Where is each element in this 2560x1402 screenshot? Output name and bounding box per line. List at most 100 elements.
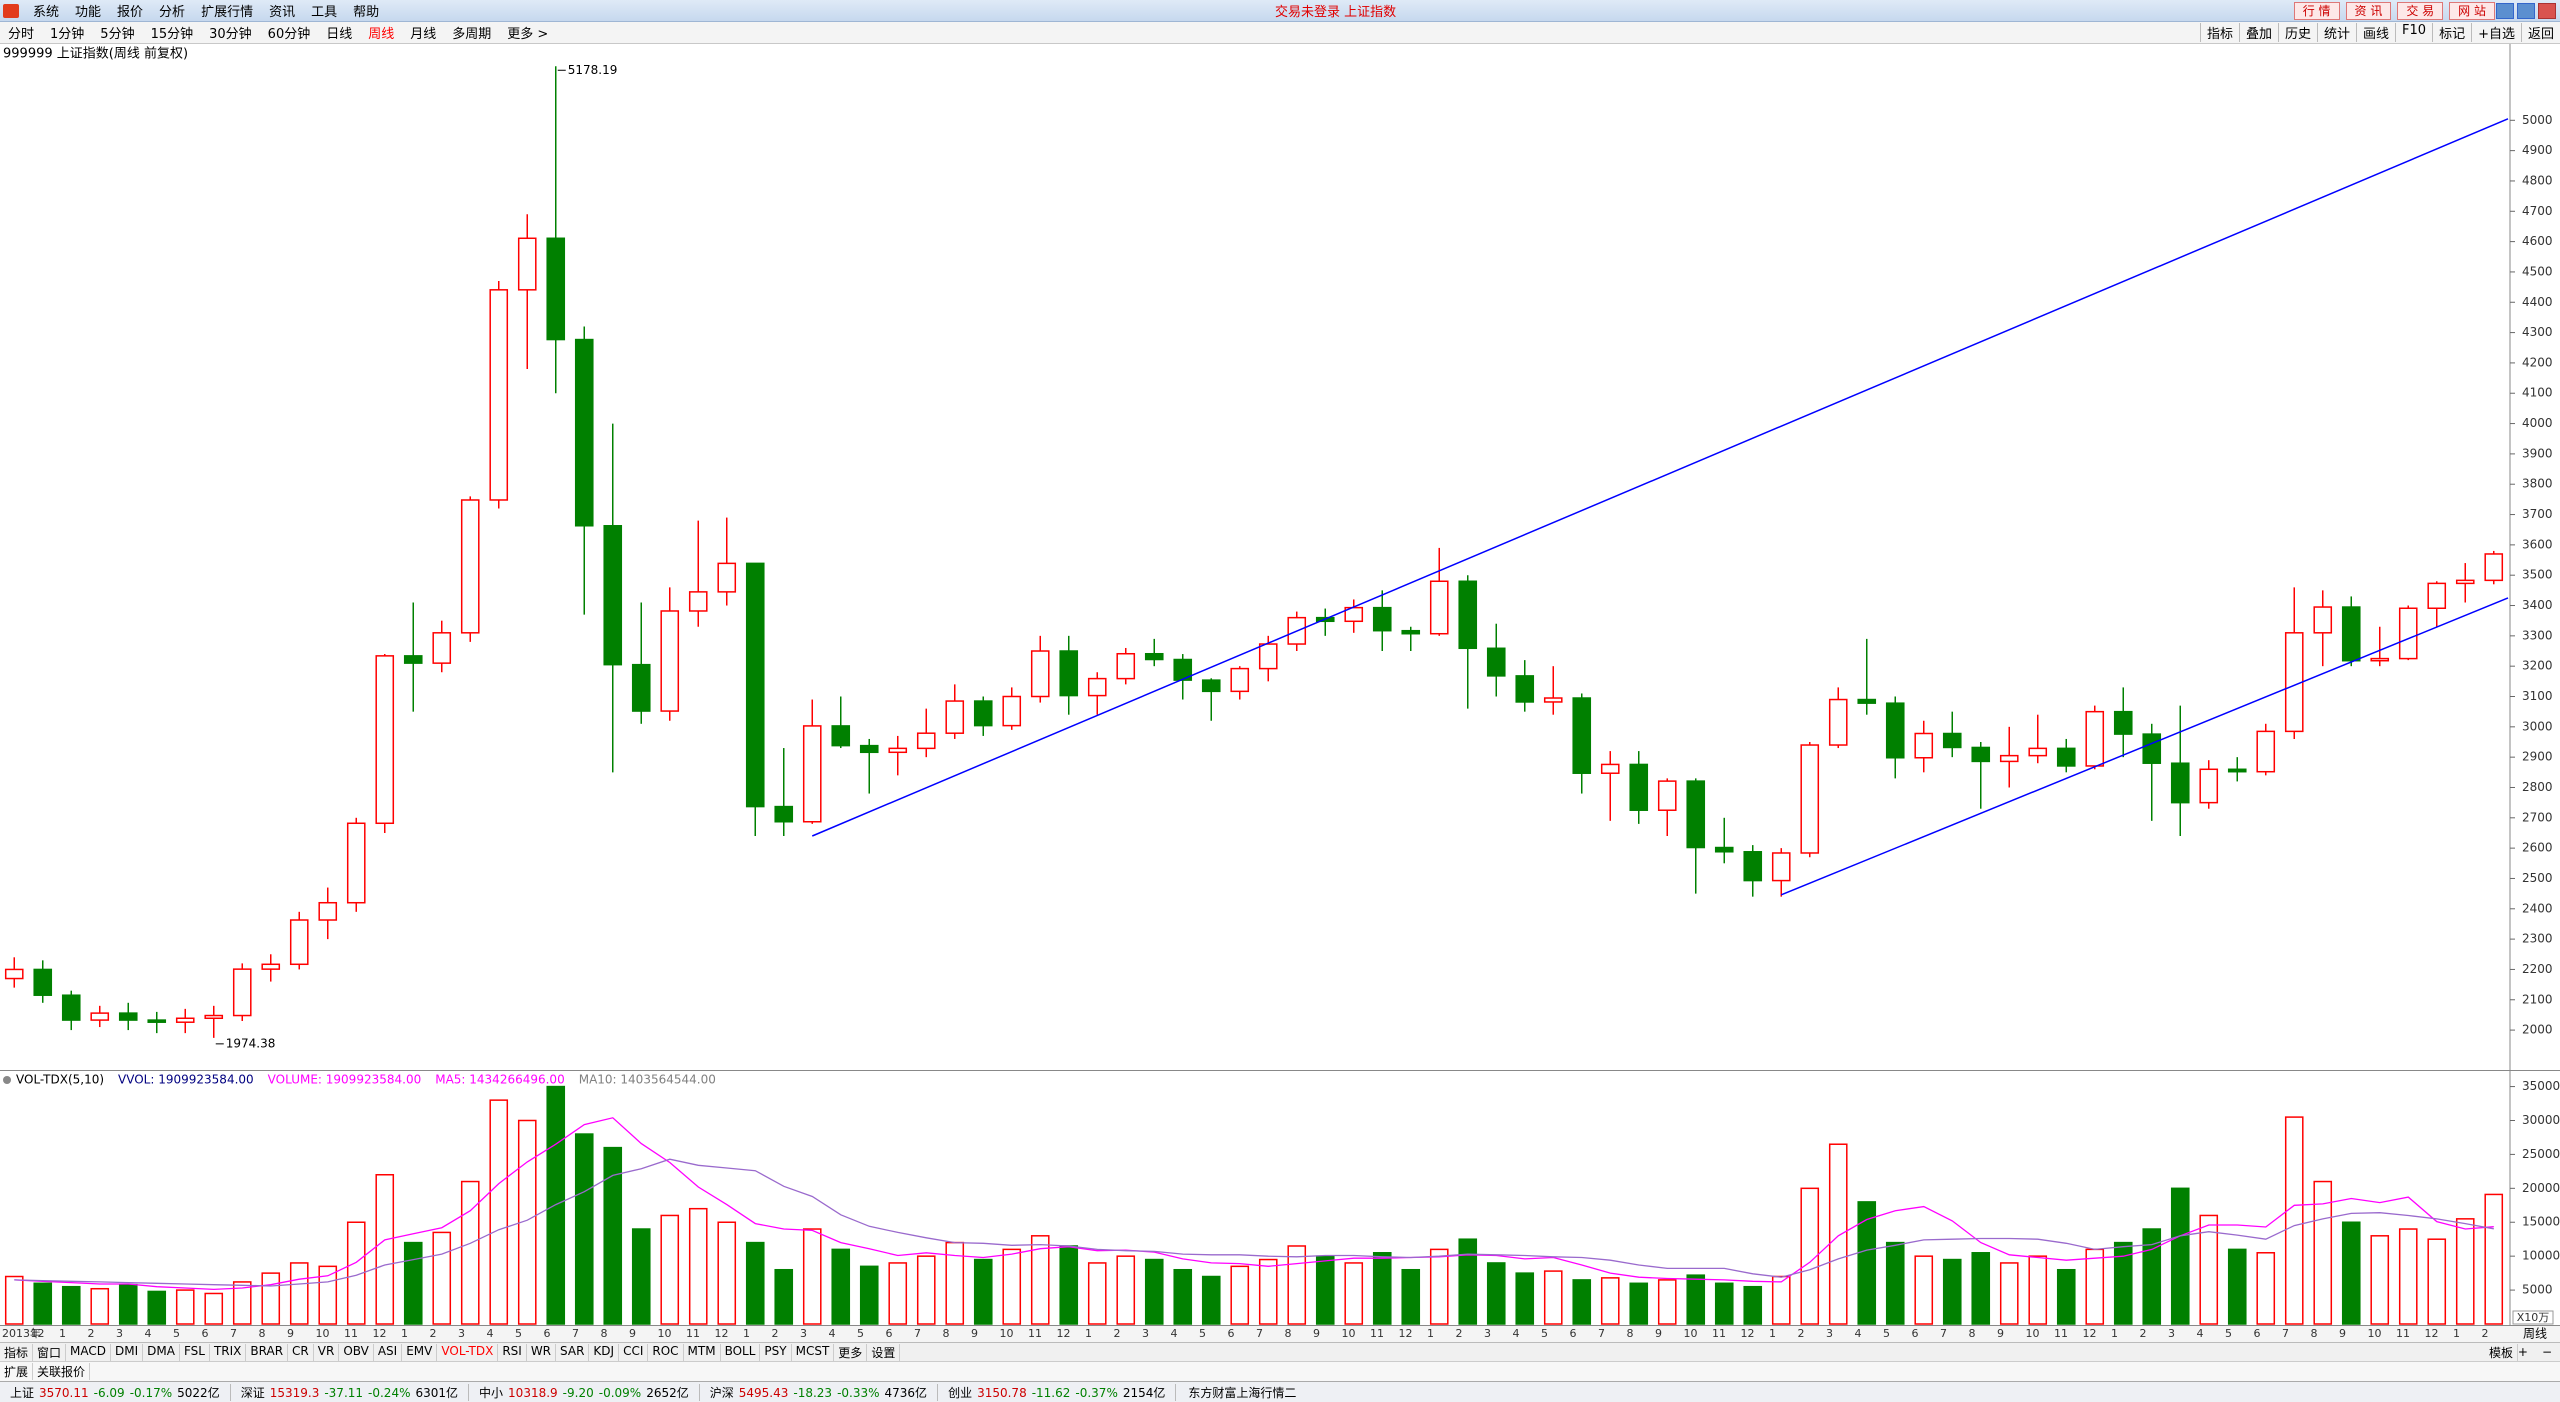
indicator-tab[interactable]: 窗口: [33, 1343, 67, 1361]
menu-item[interactable]: 功能: [75, 5, 102, 20]
menu-item[interactable]: 资讯: [269, 5, 296, 20]
indicator-tab[interactable]: EMV: [402, 1343, 438, 1361]
zoom-out[interactable]: −: [2541, 1345, 2552, 1359]
candle-body: [1515, 675, 1535, 703]
period-tab[interactable]: 更多 >: [507, 27, 549, 42]
unit-label: X10万: [2517, 1311, 2550, 1324]
indicator-tab[interactable]: CR: [288, 1343, 314, 1361]
period-tab[interactable]: 15分钟: [150, 27, 194, 42]
indicator-tab[interactable]: 设置: [867, 1343, 901, 1361]
period-tab[interactable]: 多周期: [452, 27, 492, 42]
candle-body: [945, 700, 965, 734]
menu-item[interactable]: 扩展行情: [201, 5, 254, 20]
candle-body: [2398, 607, 2418, 660]
zoom-in[interactable]: +: [2517, 1345, 2528, 1359]
indicator-tab[interactable]: CCI: [619, 1343, 649, 1361]
tool-button[interactable]: F10: [2395, 23, 2432, 42]
volume-bar: [717, 1221, 737, 1325]
volume-bar: [774, 1268, 794, 1325]
template-button[interactable]: 模板: [2485, 1343, 2518, 1361]
x-tick-label: 10: [1684, 1327, 1698, 1340]
period-tab[interactable]: 周线: [368, 27, 395, 42]
volume-bar: [2398, 1228, 2418, 1325]
index-quote: 上证 3570.11 -6.09 -0.17% 5022亿: [0, 1383, 231, 1401]
indicator-tab[interactable]: MTM: [684, 1343, 721, 1361]
indicator-tab[interactable]: TRIX: [210, 1343, 247, 1361]
indicator-tab[interactable]: PSY: [760, 1343, 792, 1361]
y-tick-label: 25000: [2522, 1147, 2560, 1161]
chart-title: 999999 上证指数(周线 前复权): [3, 46, 188, 62]
indicator-tab[interactable]: DMA: [143, 1343, 180, 1361]
x-tick-label: 6: [1570, 1327, 1577, 1340]
x-tick-label: 1: [743, 1327, 750, 1340]
period-tab[interactable]: 1分钟: [50, 27, 85, 42]
indicator-tab[interactable]: VR: [314, 1343, 340, 1361]
x-axis-band: [0, 1326, 2560, 1342]
candle-body: [2341, 606, 2361, 662]
x-tick-label: 3: [800, 1327, 807, 1340]
tool-button[interactable]: 叠加: [2238, 23, 2278, 42]
indicator-tab[interactable]: WR: [527, 1343, 557, 1361]
candle-body: [2028, 747, 2048, 757]
y-tick-label: 2600: [2522, 841, 2553, 855]
tool-button[interactable]: 指标: [2199, 23, 2239, 42]
close-button[interactable]: [2538, 2, 2556, 19]
index-pct: -0.24%: [368, 1385, 411, 1400]
period-tab[interactable]: 月线: [410, 27, 437, 42]
candle-body: [859, 744, 879, 754]
period-tab[interactable]: 日线: [326, 27, 353, 42]
site-button[interactable]: 网 站: [2449, 1, 2495, 20]
indicator-tab[interactable]: 更多: [834, 1343, 868, 1361]
volume-bar: [1173, 1268, 1193, 1325]
tool-button[interactable]: 历史: [2277, 23, 2317, 42]
extension-tab[interactable]: 扩展: [0, 1363, 34, 1380]
extension-tab[interactable]: 关联报价: [33, 1363, 91, 1380]
menu-item[interactable]: 帮助: [353, 5, 380, 20]
tool-button[interactable]: 标记: [2432, 23, 2471, 42]
candle-body: [1714, 846, 1734, 853]
indicator-tab[interactable]: DMI: [111, 1343, 144, 1361]
indicator-tab[interactable]: ASI: [374, 1343, 403, 1361]
index-price: 5495.43: [738, 1385, 789, 1400]
indicator-tab[interactable]: 指标: [0, 1343, 34, 1361]
site-button[interactable]: 行 情: [2293, 1, 2340, 20]
x-tick-label: 12: [1399, 1327, 1413, 1340]
x-tick-label: 3: [1484, 1327, 1491, 1340]
indicator-tab[interactable]: FSL: [180, 1343, 210, 1361]
minimize-button[interactable]: [2496, 2, 2514, 19]
indicator-tab[interactable]: BRAR: [246, 1343, 289, 1361]
indicator-tab[interactable]: SAR: [556, 1343, 590, 1361]
x-tick-label: 2: [88, 1327, 95, 1340]
x-tick-label: 6: [202, 1327, 209, 1340]
volume-bar: [1942, 1258, 1962, 1325]
tool-button[interactable]: 统计: [2317, 23, 2356, 42]
indicator-tab[interactable]: OBV: [339, 1343, 374, 1361]
indicator-tab[interactable]: MACD: [66, 1343, 112, 1361]
menu-item[interactable]: 分析: [159, 5, 186, 20]
indicator-tab[interactable]: VOL-TDX: [437, 1343, 499, 1361]
y-tick-label: 2200: [2522, 962, 2553, 976]
menu-item[interactable]: 工具: [311, 5, 338, 20]
period-tab[interactable]: 分时: [8, 27, 35, 42]
site-button[interactable]: 资 讯: [2345, 1, 2392, 20]
x-tick-label: 2: [2482, 1327, 2489, 1340]
tool-button[interactable]: 画线: [2356, 23, 2395, 42]
period-tab[interactable]: 30分钟: [209, 27, 252, 42]
indicator-tab[interactable]: KDJ: [589, 1343, 620, 1361]
volume-bar: [61, 1285, 81, 1325]
indicator-tab[interactable]: BOLL: [721, 1343, 761, 1361]
site-button[interactable]: 交 易: [2397, 1, 2444, 20]
index-price: 10318.9: [508, 1385, 558, 1400]
menu-item[interactable]: 系统: [33, 5, 60, 20]
maximize-button[interactable]: [2517, 2, 2535, 19]
indicator-tab[interactable]: MCST: [792, 1343, 835, 1361]
period-tab[interactable]: 60分钟: [267, 27, 311, 42]
x-tick-label: 8: [259, 1327, 266, 1340]
period-tab[interactable]: 5分钟: [100, 27, 135, 42]
tool-button[interactable]: 返回: [2520, 23, 2560, 42]
indicator-tab[interactable]: ROC: [648, 1343, 684, 1361]
x-tick-label: 2013年: [2, 1326, 41, 1340]
menu-item[interactable]: 报价: [117, 5, 144, 20]
indicator-tab[interactable]: RSI: [498, 1343, 527, 1361]
tool-button[interactable]: +自选: [2471, 23, 2521, 42]
